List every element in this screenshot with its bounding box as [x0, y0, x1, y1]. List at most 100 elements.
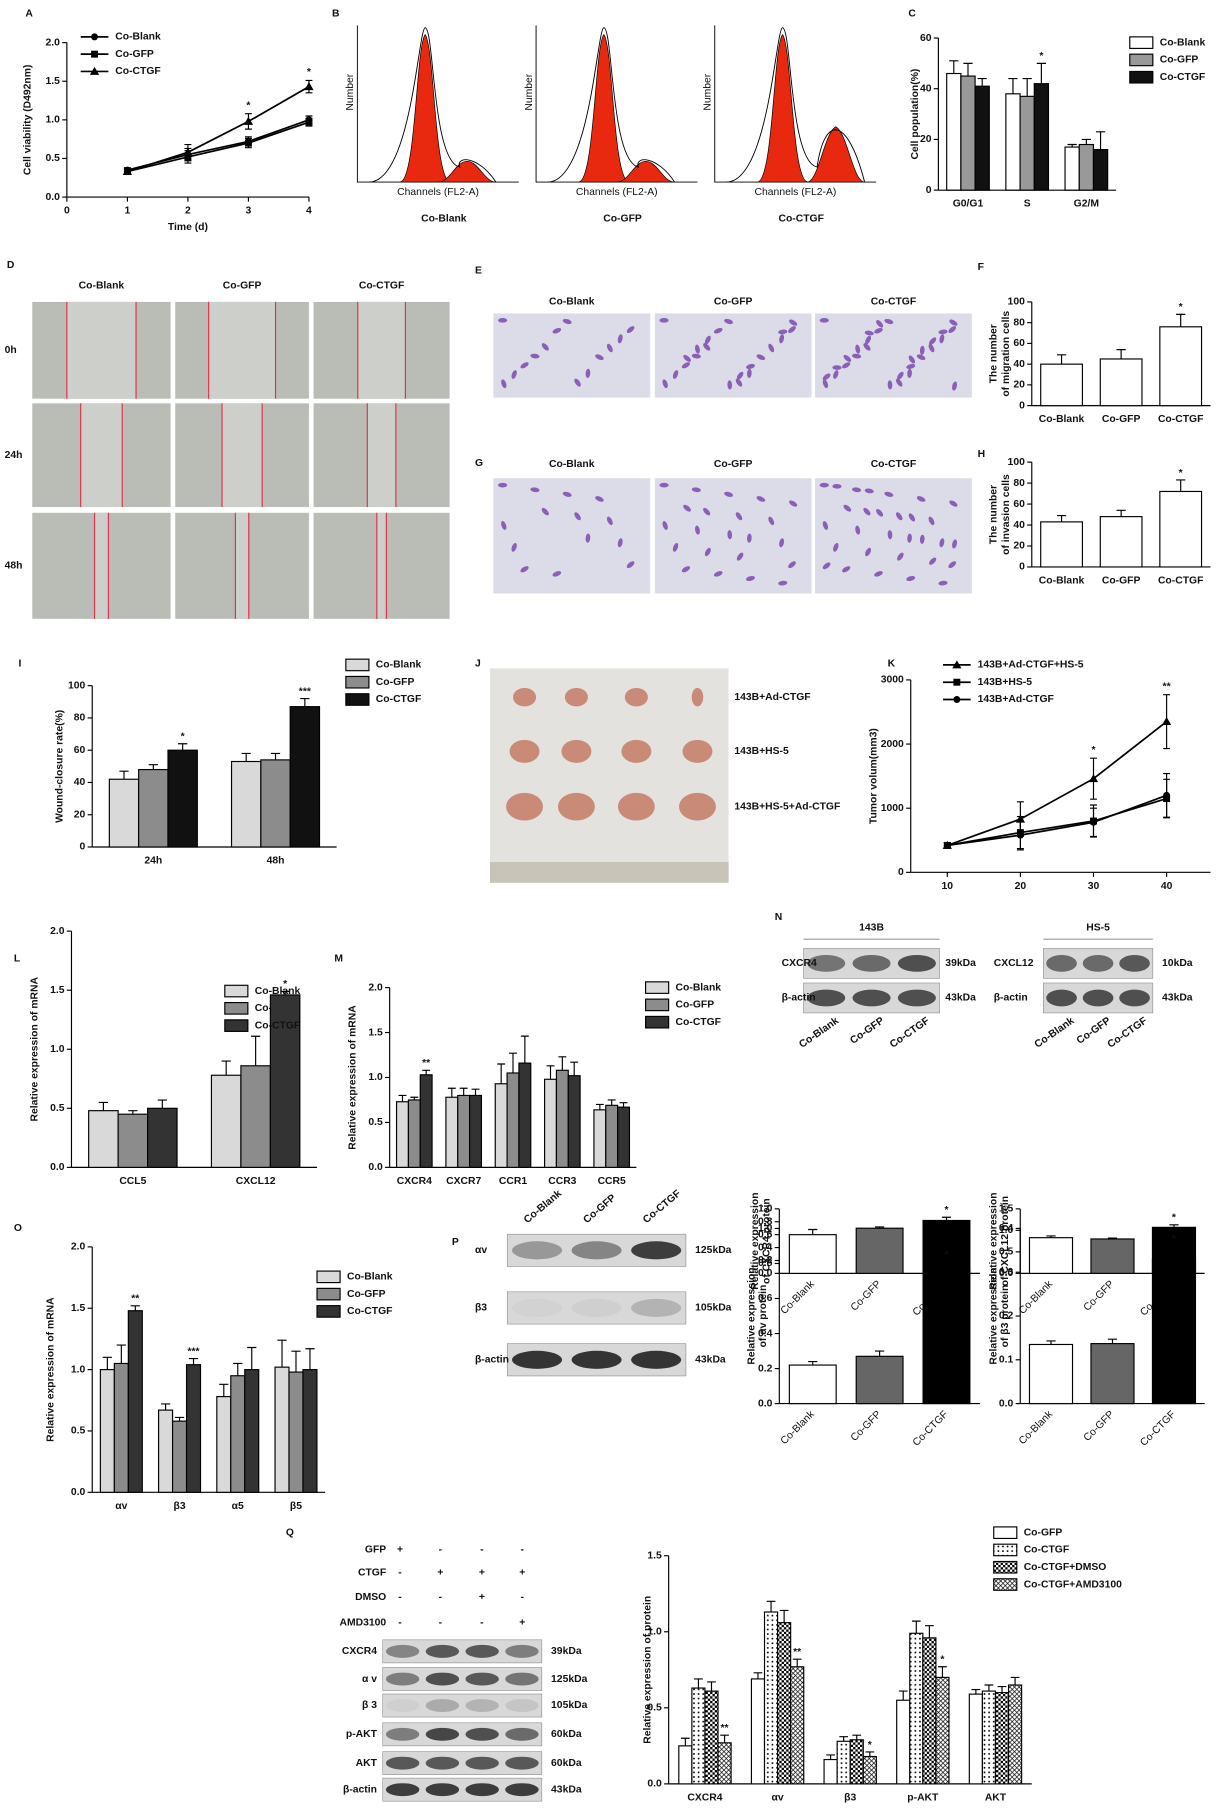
error-bar: [1116, 349, 1126, 359]
bar: [230, 1375, 246, 1493]
histogram-label: Co-GFP: [603, 214, 642, 225]
cell: [498, 318, 508, 323]
y-tick-label: 40: [1013, 520, 1025, 531]
y-tick-label: 0.5: [71, 1426, 86, 1437]
significance-label: *: [1039, 51, 1044, 62]
histogram-outline: [547, 27, 676, 183]
bar: [790, 1666, 805, 1785]
cell: [595, 496, 604, 502]
treatment-mark: -: [439, 1545, 443, 1556]
x-tick-label: CCR1: [499, 1176, 527, 1187]
x-tick-label: Co-GFP: [849, 1279, 884, 1314]
significance-label: ***: [299, 686, 312, 697]
group-label: 143B+HS-5: [734, 746, 789, 757]
y-tick-label: 0.0: [50, 1162, 65, 1173]
blot-title: 143B: [859, 922, 884, 933]
x-tick-label: CXCL12: [236, 1176, 276, 1187]
legend-label: Co-CTGF: [115, 66, 160, 77]
error-bar: [852, 1734, 862, 1740]
bar: [108, 778, 140, 848]
y-tick-label: 1.0: [50, 1044, 65, 1055]
bar: [171, 1420, 188, 1493]
error-bar: [1107, 1338, 1118, 1344]
y-tick-label: 0.0: [647, 1779, 662, 1790]
error-bar: [720, 1734, 729, 1743]
blot-band: [465, 1756, 499, 1770]
size-label: 39kDa: [551, 1646, 582, 1657]
x-tick-label: Co-Blank: [779, 1278, 817, 1316]
blot-band: [505, 1699, 539, 1712]
significance-label: *: [868, 1740, 873, 1751]
cell: [832, 365, 842, 370]
x-tick-label: CXCR4: [687, 1792, 722, 1803]
legend-label: 143B+HS-5: [978, 677, 1033, 688]
y-tick-label: 2.0: [71, 1242, 86, 1253]
cell: [908, 513, 916, 522]
error-bar: [1081, 138, 1091, 145]
bar: [289, 706, 321, 848]
size-label: 60kDa: [551, 1758, 582, 1769]
wound-edge: [80, 403, 123, 508]
bar: [1028, 1343, 1074, 1405]
cell: [747, 368, 752, 378]
x-tick-label: 48h: [267, 856, 285, 867]
bar: [407, 1099, 421, 1168]
column-label: Co-GFP: [223, 281, 262, 292]
y-axis-label: Wound-closure rate(%): [55, 710, 66, 823]
cell: [662, 379, 668, 389]
y-tick-label: 60: [1013, 338, 1025, 349]
x-axis-label: Time (d): [168, 222, 208, 233]
bar: [862, 1755, 877, 1785]
y-tick-label: 0.0: [46, 192, 61, 203]
cell: [907, 368, 912, 378]
y-tick-label: 0.2: [758, 1363, 773, 1374]
bar: [469, 1094, 483, 1168]
bar: [445, 1096, 459, 1168]
cell: [552, 571, 562, 577]
blot-band: [425, 1699, 460, 1712]
blot-band: [465, 1783, 499, 1797]
cell: [919, 345, 925, 355]
error-bar: [116, 1344, 126, 1364]
cell: [703, 343, 711, 351]
cell: [865, 335, 872, 345]
bar: [167, 749, 198, 848]
legend-swatch: [316, 1287, 341, 1301]
cell: [501, 521, 507, 530]
error-bar: [459, 1087, 468, 1096]
y-tick-label: 0.5: [50, 1103, 65, 1114]
marker: [1163, 791, 1171, 799]
protein-label: CXCR4: [782, 958, 817, 969]
cell: [895, 378, 903, 387]
bar: [1151, 1258, 1197, 1405]
bar: [1040, 363, 1083, 407]
legend-label: Co-Blank: [255, 986, 301, 997]
g1-peak: [578, 34, 630, 183]
bar: [419, 1074, 433, 1168]
error-bar: [839, 1736, 849, 1742]
wound-gap: [235, 512, 249, 619]
y-tick-label: 0: [898, 867, 904, 878]
y-tick-label: 0.6: [758, 1229, 773, 1240]
error-bar: [1022, 78, 1032, 97]
cell: [595, 354, 604, 361]
lane-label: Co-GFP: [848, 1015, 886, 1046]
y-tick-label: 1.5: [368, 1027, 383, 1038]
error-bar: [558, 1056, 567, 1071]
y-tick-label: 0: [1019, 400, 1025, 411]
y-tick-label: 1.0: [647, 1627, 662, 1638]
transwell-image: [493, 478, 651, 594]
y-tick-label: 0.6: [758, 1293, 773, 1304]
legend-swatch: [224, 1001, 249, 1015]
cell: [851, 353, 862, 359]
cell: [948, 561, 957, 569]
cell: [832, 483, 842, 489]
cell: [864, 330, 874, 336]
error-bar: [546, 1065, 555, 1080]
significance-label: *: [283, 979, 288, 990]
bar: [750, 1678, 766, 1785]
tumor: [564, 687, 588, 707]
x-tick-label: Co-GFP: [849, 1409, 884, 1444]
y-tick-label: 0.5: [368, 1117, 383, 1128]
